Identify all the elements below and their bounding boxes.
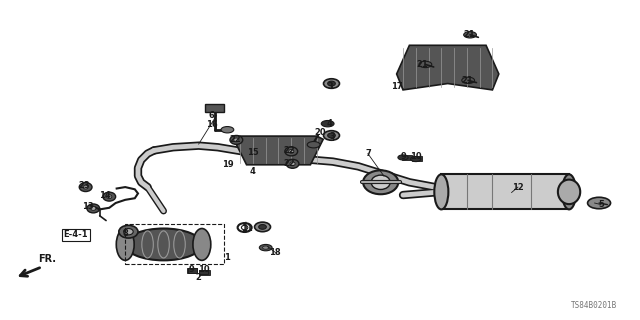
Circle shape bbox=[321, 121, 334, 127]
Ellipse shape bbox=[125, 228, 202, 260]
Ellipse shape bbox=[328, 133, 335, 138]
Text: 21: 21 bbox=[416, 60, 428, 69]
Text: 9: 9 bbox=[400, 152, 406, 161]
Text: FR.: FR. bbox=[38, 253, 56, 264]
Circle shape bbox=[262, 246, 269, 249]
Circle shape bbox=[419, 61, 432, 68]
Text: 21: 21 bbox=[461, 76, 473, 85]
Bar bbox=[199, 270, 208, 274]
Text: 20: 20 bbox=[314, 128, 326, 137]
Ellipse shape bbox=[562, 174, 576, 209]
Ellipse shape bbox=[323, 79, 339, 88]
Ellipse shape bbox=[286, 159, 299, 168]
Text: 7: 7 bbox=[365, 149, 371, 158]
Text: 4: 4 bbox=[250, 167, 256, 176]
Text: 19: 19 bbox=[221, 160, 233, 169]
Ellipse shape bbox=[193, 228, 211, 260]
Text: 3: 3 bbox=[330, 132, 335, 140]
Text: 22: 22 bbox=[230, 135, 241, 144]
Ellipse shape bbox=[116, 228, 134, 260]
Bar bbox=[442, 174, 569, 209]
Ellipse shape bbox=[83, 185, 88, 189]
Ellipse shape bbox=[328, 81, 335, 86]
Ellipse shape bbox=[289, 149, 294, 153]
Ellipse shape bbox=[87, 204, 100, 213]
Ellipse shape bbox=[363, 170, 398, 194]
Text: 3: 3 bbox=[328, 82, 333, 91]
Ellipse shape bbox=[79, 183, 92, 192]
Text: 16: 16 bbox=[205, 120, 218, 130]
Ellipse shape bbox=[103, 192, 116, 201]
Text: 12: 12 bbox=[512, 183, 524, 192]
Text: 10: 10 bbox=[198, 265, 209, 275]
Text: 1: 1 bbox=[225, 253, 230, 262]
Circle shape bbox=[307, 141, 320, 148]
Text: 2: 2 bbox=[196, 273, 202, 282]
Ellipse shape bbox=[290, 162, 295, 166]
Text: 17: 17 bbox=[391, 82, 403, 91]
Bar bbox=[125, 224, 224, 264]
Ellipse shape bbox=[234, 138, 239, 142]
Text: 10: 10 bbox=[410, 152, 422, 161]
Ellipse shape bbox=[259, 225, 266, 229]
Ellipse shape bbox=[323, 131, 339, 140]
Circle shape bbox=[588, 197, 611, 209]
Circle shape bbox=[411, 156, 421, 162]
Text: 5: 5 bbox=[598, 200, 604, 209]
Text: 18: 18 bbox=[269, 248, 281, 257]
Text: 11: 11 bbox=[241, 224, 252, 233]
Bar bbox=[205, 104, 224, 112]
Text: E-4-1: E-4-1 bbox=[64, 230, 88, 239]
Text: 13: 13 bbox=[83, 202, 94, 211]
Text: 22: 22 bbox=[284, 159, 295, 168]
Text: 8: 8 bbox=[122, 229, 128, 238]
Text: 6: 6 bbox=[209, 111, 214, 120]
Ellipse shape bbox=[435, 174, 449, 209]
Text: 23: 23 bbox=[78, 181, 90, 190]
Bar bbox=[187, 268, 197, 273]
Bar bbox=[199, 270, 209, 275]
Ellipse shape bbox=[91, 206, 96, 210]
Text: TS84B0201B: TS84B0201B bbox=[571, 301, 617, 310]
Polygon shape bbox=[397, 45, 499, 90]
Circle shape bbox=[221, 126, 234, 133]
Text: 4: 4 bbox=[326, 119, 333, 128]
Circle shape bbox=[462, 77, 474, 84]
Text: 9: 9 bbox=[188, 265, 194, 275]
Ellipse shape bbox=[230, 135, 243, 144]
Text: 14: 14 bbox=[99, 190, 111, 200]
Ellipse shape bbox=[107, 195, 112, 198]
Text: 21: 21 bbox=[463, 30, 475, 39]
Ellipse shape bbox=[558, 180, 580, 204]
Ellipse shape bbox=[285, 147, 298, 156]
Bar bbox=[188, 268, 196, 273]
Ellipse shape bbox=[124, 228, 133, 235]
Text: 22: 22 bbox=[284, 146, 295, 155]
Ellipse shape bbox=[119, 225, 138, 238]
Polygon shape bbox=[234, 136, 323, 165]
Ellipse shape bbox=[255, 222, 271, 232]
Circle shape bbox=[259, 244, 272, 251]
Bar bbox=[412, 156, 422, 161]
Bar bbox=[402, 155, 412, 160]
Text: 15: 15 bbox=[247, 148, 259, 156]
Circle shape bbox=[464, 32, 476, 38]
Ellipse shape bbox=[371, 175, 390, 189]
Circle shape bbox=[398, 155, 408, 160]
